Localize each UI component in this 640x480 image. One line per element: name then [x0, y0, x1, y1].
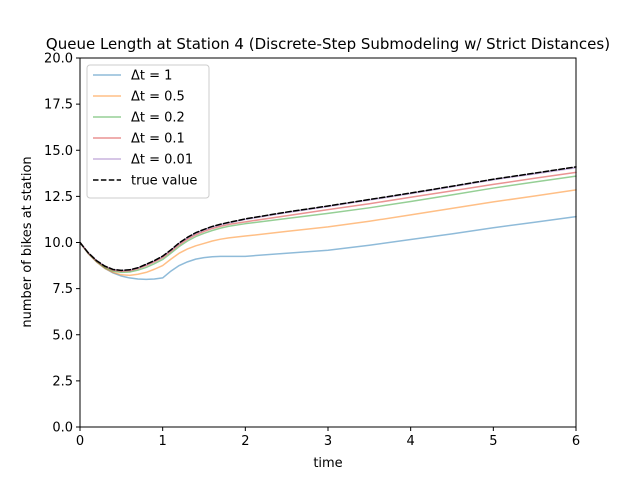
x-tick-label: 5: [489, 434, 497, 449]
y-axis-label: number of bikes at station: [20, 156, 35, 327]
x-tick-label: 2: [241, 434, 249, 449]
y-tick-label: 15.0: [44, 144, 73, 159]
legend-label: Δt = 0.5: [131, 90, 185, 105]
x-tick-label: 3: [324, 434, 332, 449]
legend-label: Δt = 0.2: [131, 111, 185, 126]
legend-label: Δt = 0.1: [131, 132, 185, 147]
legend-box: [86, 64, 210, 199]
series-line-0: [79, 215, 577, 281]
x-tick-label: 0: [76, 434, 84, 449]
x-axis: 0 1 2 3 4 5 6: [76, 427, 580, 449]
y-tick-label: 10.0: [44, 236, 73, 251]
legend-label: Δt = 1: [131, 69, 172, 84]
y-tick-label: 7.5: [52, 282, 73, 297]
y-tick-label: 12.5: [44, 190, 73, 205]
y-axis: 0.0 2.5 5.0 7.5 10.0 12.5 15.0 17.5 20.0: [44, 52, 80, 436]
y-tick-label: 17.5: [44, 98, 73, 113]
chart-title: Queue Length at Station 4 (Discrete-Step…: [46, 35, 610, 53]
legend: Δt = 1 Δt = 0.5 Δt = 0.2 Δt = 0.1 Δt = 0.01 t…: [86, 64, 210, 199]
x-tick-label: 1: [159, 434, 167, 449]
legend-label: true value: [131, 174, 197, 189]
series-line-2: [79, 175, 577, 274]
x-axis-label: time: [313, 456, 342, 471]
series-line-1: [79, 189, 577, 277]
x-tick-label: 4: [407, 434, 415, 449]
x-tick-label: 6: [572, 434, 580, 449]
y-tick-label: 20.0: [44, 52, 73, 67]
series-layer: [79, 166, 577, 281]
series-line-5: [79, 166, 577, 272]
y-tick-label: 0.0: [52, 421, 73, 436]
legend-label: Δt = 0.01: [131, 153, 193, 168]
y-tick-label: 2.5: [52, 374, 73, 389]
y-tick-label: 5.0: [52, 328, 73, 343]
